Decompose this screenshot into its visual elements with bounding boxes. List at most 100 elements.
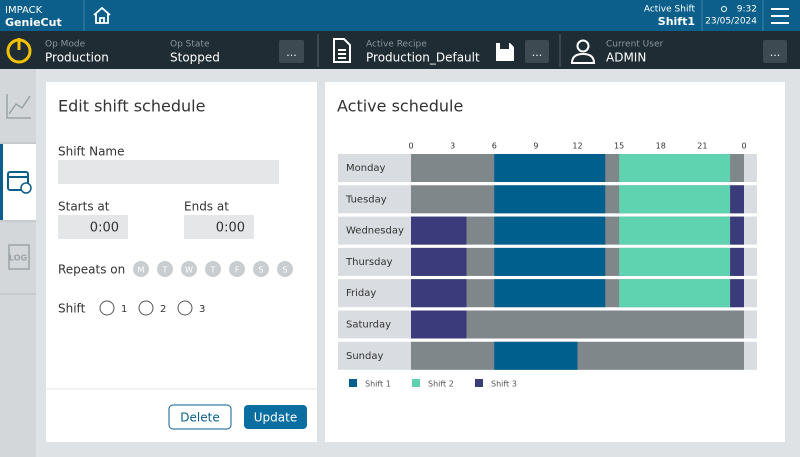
legend-label: Shift 3 [491, 380, 517, 389]
shift-name-label: Shift Name [58, 145, 125, 159]
edit-panel [46, 82, 317, 442]
shift-segment [411, 247, 467, 276]
row-label: Friday [346, 288, 376, 299]
op-mode: Production [45, 51, 109, 65]
shift-segment [411, 216, 467, 245]
sun-icon [721, 6, 727, 12]
row-label: Tuesday [345, 194, 387, 205]
shift-radio[interactable] [138, 300, 154, 316]
update-button[interactable] [244, 405, 307, 429]
delete-button[interactable] [168, 404, 232, 430]
op-state-label: Op State [170, 40, 210, 50]
row-label: Wednesday [346, 226, 404, 237]
shift-name-input[interactable] [58, 160, 279, 184]
shift-segment [494, 341, 578, 370]
op-mode-label: Op Mode [45, 40, 86, 50]
date: 23/05/2024 [705, 17, 757, 27]
x-tick-label: 18 [656, 142, 666, 151]
shift-segment [494, 216, 606, 245]
weekday-toggle[interactable] [229, 261, 245, 277]
starts-value: 0:00 [90, 221, 119, 236]
weekday-toggle[interactable] [133, 261, 149, 277]
weekday-toggle[interactable] [253, 261, 269, 277]
legend-swatch [412, 379, 420, 387]
more-button[interactable] [279, 40, 304, 63]
shift-segment [730, 185, 744, 214]
shift-segment [411, 310, 467, 339]
more-button[interactable] [763, 40, 787, 63]
weekday-label: S [282, 266, 287, 275]
weekday-toggle[interactable] [205, 261, 221, 277]
save-button[interactable] [496, 43, 514, 61]
row-label: Saturday [346, 320, 391, 331]
shift-segment [619, 247, 731, 276]
header [0, 0, 800, 31]
shift-radio[interactable] [177, 300, 193, 316]
weekday-label: M [138, 266, 145, 275]
x-tick-label: 21 [697, 142, 707, 151]
active-shift: Shift1 [658, 15, 695, 28]
menu-button[interactable] [771, 8, 789, 24]
shift-radio-label: 2 [160, 304, 166, 315]
starts-label: Starts at [58, 200, 110, 214]
x-tick-label: 0 [741, 142, 746, 151]
more-button-label: ... [286, 46, 297, 59]
schedule-tab[interactable] [0, 144, 36, 220]
shift-segment [619, 185, 731, 214]
status-bar [0, 31, 800, 69]
x-tick-label: 3 [450, 142, 455, 151]
shift-radio-label: 3 [199, 304, 205, 315]
weekday-label: S [258, 266, 263, 275]
active-shift-label: Active Shift [644, 5, 696, 15]
x-tick-label: 9 [533, 142, 538, 151]
more-button[interactable] [525, 40, 549, 63]
x-tick-label: 12 [572, 142, 582, 151]
delete-button-label: Delete [180, 411, 219, 425]
shift-segment [494, 279, 606, 308]
edit-title: Edit shift schedule [58, 97, 205, 116]
x-tick-label: 0 [408, 142, 413, 151]
shift-segment [619, 279, 731, 308]
op-state: Stopped [170, 51, 220, 65]
trend-tab[interactable] [0, 70, 36, 142]
chart-title: Active schedule [337, 97, 463, 116]
ends-value: 0:00 [216, 221, 245, 236]
user: ADMIN [606, 51, 646, 65]
more-button-label: ... [770, 46, 781, 59]
more-button-label: ... [532, 46, 543, 59]
weekday-toggle[interactable] [157, 261, 173, 277]
update-button-label: Update [254, 411, 297, 425]
x-tick-label: 6 [492, 142, 497, 151]
weekday-toggle[interactable] [277, 261, 293, 277]
log-tab-label: LOG [9, 254, 27, 263]
weekday-label: T [162, 266, 168, 275]
recipe: Production_Default [366, 51, 480, 65]
x-tick-label: 15 [614, 142, 624, 151]
shift-segment [411, 279, 467, 308]
shift-segment [730, 247, 744, 276]
brand-top: IMPACK [5, 5, 43, 16]
shift-segment [494, 247, 606, 276]
repeats-label: Repeats on [58, 263, 125, 277]
shift-radio-label: 1 [121, 304, 127, 315]
shift-segment [619, 216, 731, 245]
power-icon [6, 38, 32, 64]
legend-label: Shift 1 [365, 380, 391, 389]
time: 9:32 [737, 5, 757, 15]
starts-input[interactable] [58, 215, 128, 239]
user-icon [570, 39, 596, 64]
row-label: Monday [346, 163, 386, 174]
user-label: Current User [606, 40, 663, 50]
ends-input[interactable] [184, 215, 254, 239]
recipe-icon [333, 38, 351, 63]
shift-label: Shift [58, 302, 86, 316]
shift-radio[interactable] [99, 300, 115, 316]
weekday-label: W [185, 266, 193, 275]
log-tab[interactable] [8, 244, 30, 270]
weekday-toggle[interactable] [181, 261, 197, 277]
legend-swatch [475, 379, 483, 387]
home-button[interactable] [93, 6, 111, 24]
shift-segment [730, 279, 744, 308]
ends-label: Ends at [184, 200, 229, 214]
